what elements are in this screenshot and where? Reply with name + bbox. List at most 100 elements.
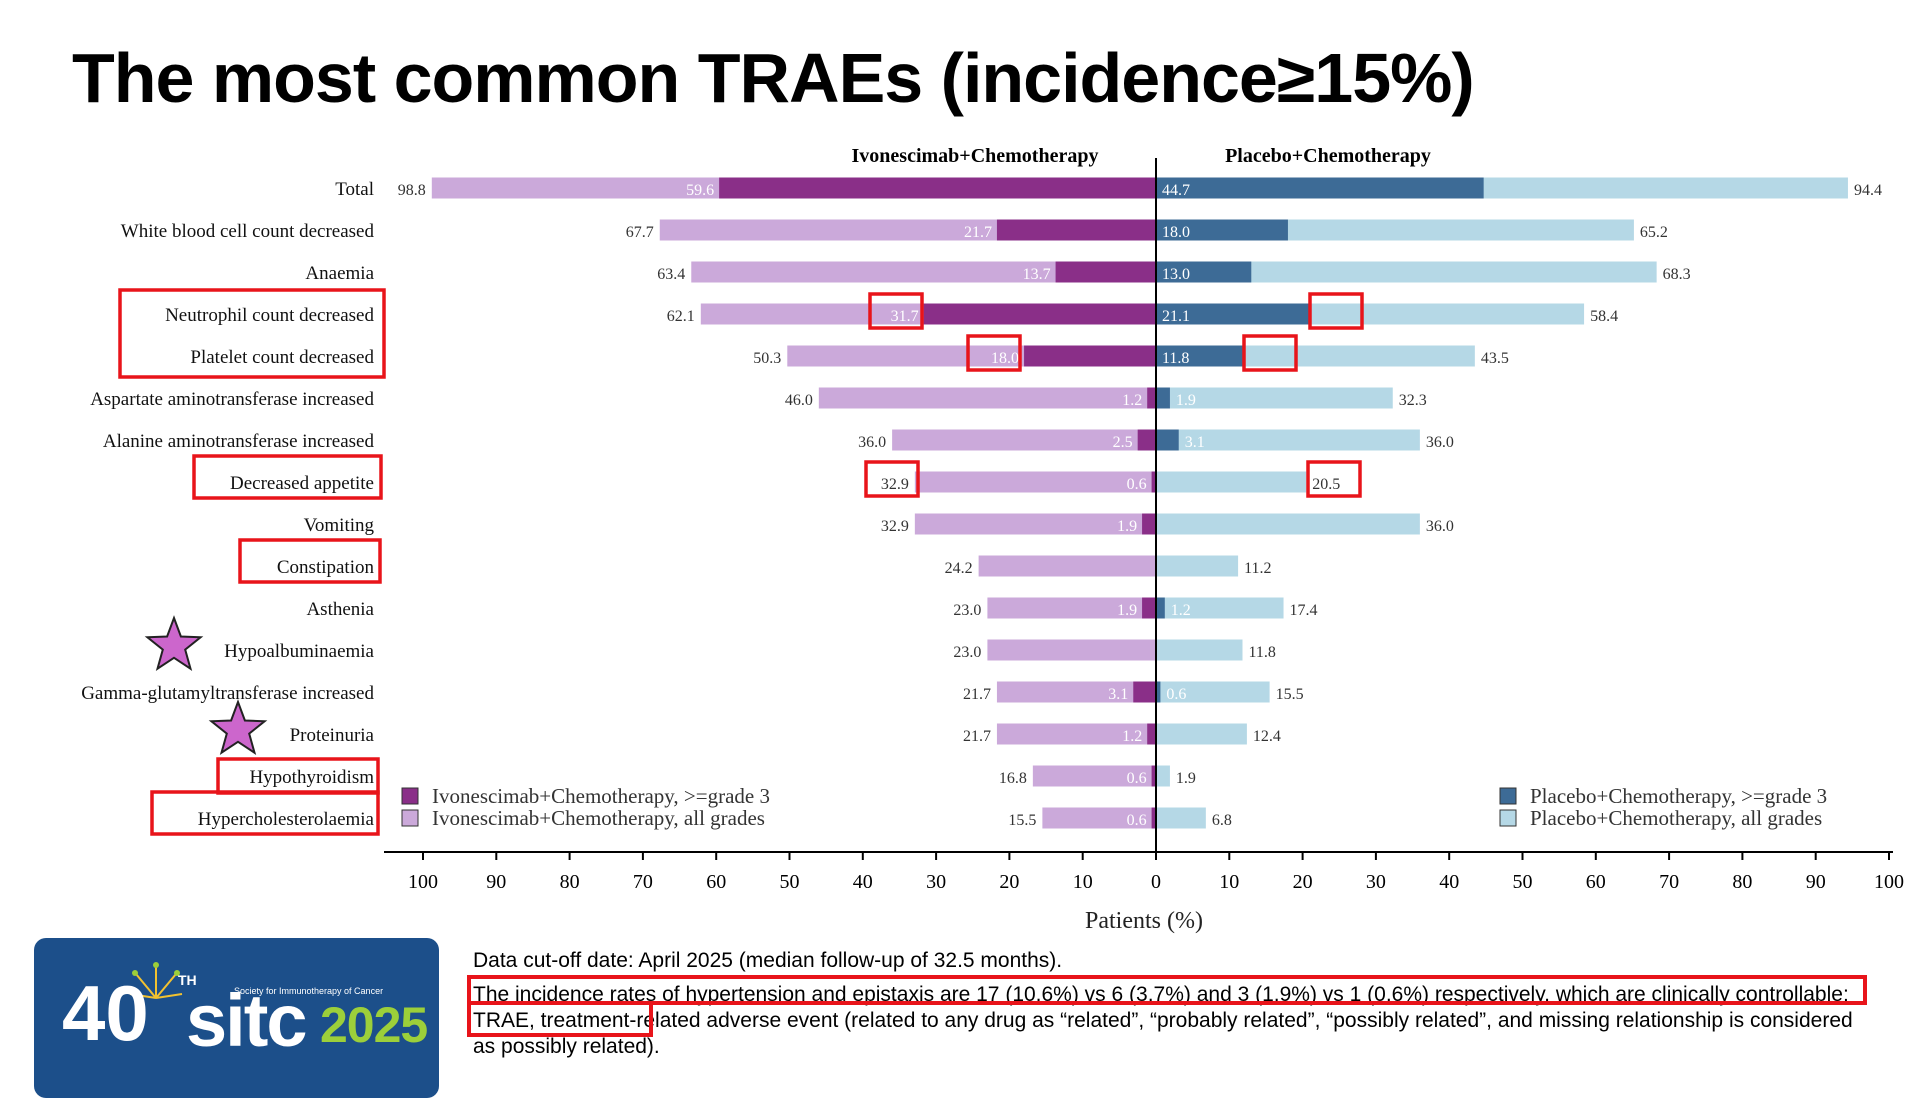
logo-name: sitc (186, 979, 308, 1062)
category-label: Neutrophil count decreased (165, 305, 374, 326)
category-label: Hypercholesterolaemia (198, 809, 375, 830)
category-label: Anaemia (305, 263, 374, 284)
highlight-box-hypercholesterolaemia (150, 790, 380, 836)
star-icon (144, 615, 204, 672)
value-label-placebo-grade3: 20.5 (1312, 476, 1340, 493)
value-label-placebo-grade3: 1.9 (1176, 392, 1196, 409)
left-header: Ivonescimab+Chemotherapy (852, 145, 1099, 167)
bar-ivonescimab-all-grades (1032, 765, 1156, 787)
x-tick-label: 80 (1732, 871, 1752, 893)
value-label-placebo-all: 32.3 (1399, 392, 1427, 409)
bar-ivonescimab-all-grades (996, 723, 1156, 745)
value-label-placebo-all: 12.4 (1253, 728, 1281, 745)
value-label-ivonescimab-all: 16.8 (999, 770, 1027, 787)
value-label-ivonescimab-all: 36.0 (858, 434, 886, 451)
x-tick-label: 10 (1219, 871, 1239, 893)
bar-ivonescimab-grade3 (923, 303, 1156, 325)
logo-year: 2025 (320, 997, 428, 1053)
legend-swatch (401, 787, 419, 805)
category-label: Alanine aminotransferase increased (103, 431, 375, 452)
value-label-placebo-all: 58.4 (1590, 308, 1618, 325)
bar-ivonescimab-grade3 (996, 219, 1156, 241)
value-label-placebo-grade3: 0.6 (1166, 686, 1186, 703)
highlight-box-value (1308, 292, 1364, 330)
category-label: Vomiting (304, 515, 375, 536)
highlight-box-value (864, 460, 920, 498)
value-label-ivonescimab-grade3: 3.1 (1108, 686, 1128, 703)
category-label: Proteinuria (290, 725, 375, 746)
highlight-box-value (868, 292, 924, 330)
logo-society: Society for Immunotherapy of Cancer (234, 986, 384, 996)
bar-ivonescimab-all-grades (996, 681, 1156, 703)
value-label-ivonescimab-grade3: 0.6 (1127, 812, 1147, 829)
value-label-ivonescimab-grade3: 18.0 (991, 350, 1019, 367)
legend-label: Placebo+Chemotherapy, all grades (1530, 806, 1822, 830)
value-label-ivonescimab-grade3: 2.5 (1113, 434, 1133, 451)
bar-placebo-all-grades (1156, 639, 1243, 661)
value-label-ivonescimab-all: 98.8 (398, 182, 426, 199)
x-tick-label: 20 (999, 871, 1019, 893)
value-label-ivonescimab-grade3: 1.2 (1122, 392, 1142, 409)
bar-placebo-all-grades (1156, 429, 1420, 451)
value-label-placebo-all: 6.8 (1212, 812, 1232, 829)
bar-placebo-all-grades (1156, 807, 1206, 829)
bar-placebo-all-grades (1156, 261, 1657, 283)
value-label-placebo-all: 1.9 (1176, 770, 1196, 787)
footnote-highlight-box (467, 975, 1867, 1005)
value-label-ivonescimab-grade3: 13.7 (1023, 266, 1051, 283)
value-label-placebo-all: 36.0 (1426, 518, 1454, 535)
bar-ivonescimab-grade3 (1147, 723, 1156, 745)
legend-label: Ivonescimab+Chemotherapy, all grades (432, 806, 765, 830)
value-label-ivonescimab-grade3: 59.6 (686, 182, 714, 199)
bar-placebo-grade3 (1156, 177, 1484, 199)
bar-ivonescimab-all-grades (978, 555, 1156, 577)
highlight-box-value (966, 334, 1022, 372)
x-tick-label: 70 (1659, 871, 1679, 893)
bar-placebo-all-grades (1156, 555, 1239, 577)
value-label-placebo-grade3: 11.8 (1162, 350, 1189, 367)
value-label-ivonescimab-all: 50.3 (753, 350, 781, 367)
category-label: Aspartate aminotransferase increased (90, 389, 374, 410)
bar-ivonescimab-grade3 (1142, 513, 1156, 535)
category-label: Gamma-glutamyltransferase increased (81, 683, 374, 704)
bar-ivonescimab-grade3 (1055, 261, 1156, 283)
x-tick-label: 0 (1151, 871, 1161, 893)
category-label: Decreased appetite (230, 473, 374, 494)
value-label-ivonescimab-grade3: 1.2 (1122, 728, 1142, 745)
value-label-placebo-grade3: 21.1 (1162, 308, 1190, 325)
bar-ivonescimab-all-grades (818, 387, 1156, 409)
bar-placebo-all-grades (1156, 681, 1270, 703)
value-label-placebo-all: 11.8 (1248, 644, 1275, 661)
highlight-box-value (1242, 334, 1298, 372)
bar-placebo-grade3 (1156, 219, 1288, 241)
bar-placebo-all-grades (1156, 765, 1170, 787)
x-tick-label: 20 (1293, 871, 1313, 893)
bar-ivonescimab-grade3 (1142, 597, 1156, 619)
right-header: Placebo+Chemotherapy (1225, 145, 1431, 167)
value-label-ivonescimab-all: 67.7 (626, 224, 654, 241)
bar-placebo-all-grades (1156, 387, 1393, 409)
logo-number: 40 (62, 969, 149, 1057)
bar-placebo-grade3 (1156, 387, 1170, 409)
legend-swatch (1499, 787, 1517, 805)
footnote-cutoff: Data cut-off date: April 2025 (median fo… (473, 949, 1063, 972)
bar-ivonescimab-all-grades (914, 471, 1156, 493)
x-tick-label: 90 (486, 871, 506, 893)
bar-ivonescimab-all-grades (892, 429, 1156, 451)
value-label-ivonescimab-all: 23.0 (953, 644, 981, 661)
star-icon (208, 699, 268, 756)
bar-placebo-grade3 (1156, 471, 1307, 493)
value-label-placebo-grade3: 1.2 (1171, 602, 1191, 619)
x-tick-label: 70 (633, 871, 653, 893)
value-label-ivonescimab-all: 21.7 (963, 686, 991, 703)
value-label-placebo-grade3: 13.0 (1162, 266, 1190, 283)
value-label-placebo-grade3: 3.1 (1185, 434, 1205, 451)
value-label-ivonescimab-all: 62.1 (667, 308, 695, 325)
bar-placebo-grade3 (1156, 261, 1252, 283)
highlight-box-decreased-appetite (192, 454, 383, 500)
value-label-ivonescimab-grade3: 31.7 (891, 308, 919, 325)
category-label: Platelet count decreased (190, 347, 374, 368)
value-label-ivonescimab-grade3: 21.7 (964, 224, 992, 241)
x-tick-label: 50 (1513, 871, 1533, 893)
x-axis-label: Patients (%) (1085, 908, 1203, 934)
